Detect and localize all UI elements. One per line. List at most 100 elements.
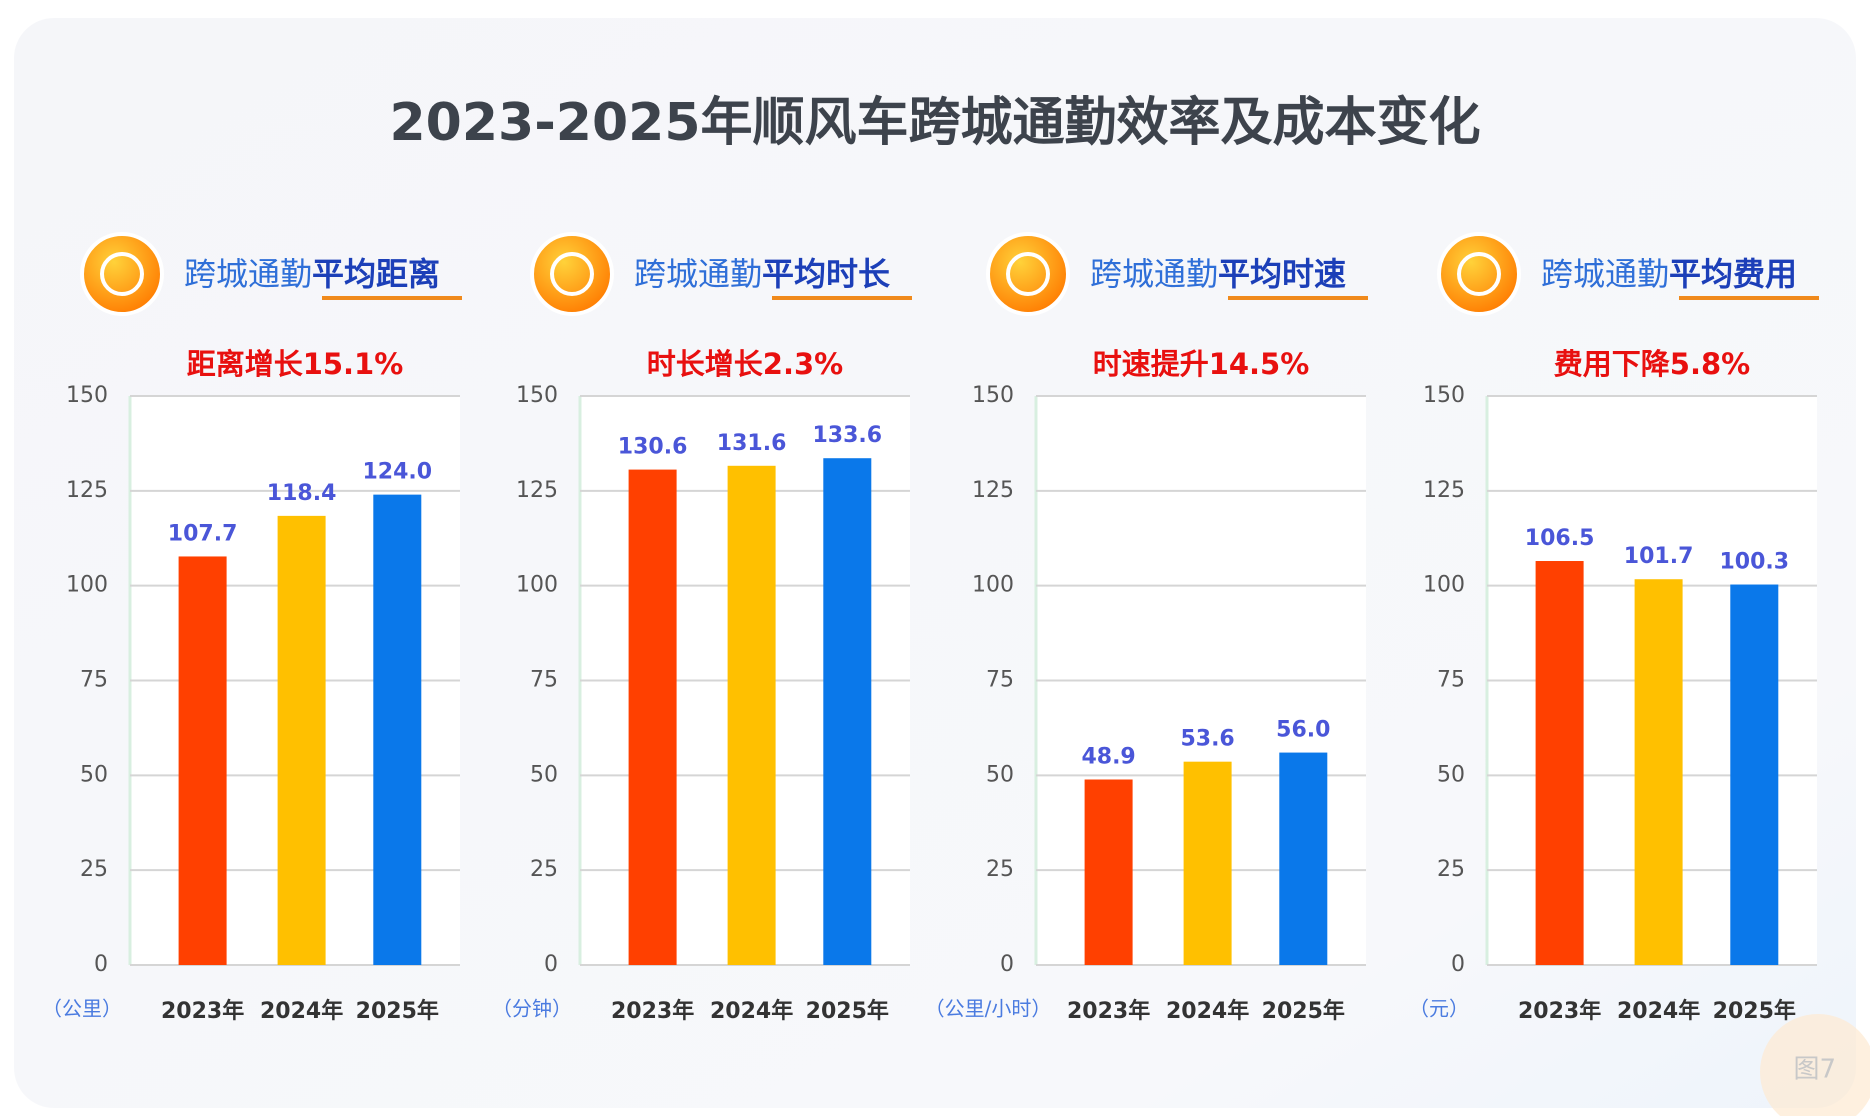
y-tick-label: 0 (94, 952, 108, 977)
x-tick-label: 2024年 (1617, 998, 1700, 1024)
value-label: 124.0 (363, 460, 433, 485)
x-tick-label: 2025年 (1713, 998, 1796, 1024)
panel-title-lead: 跨城通勤 (184, 255, 312, 293)
y-tick-label: 125 (516, 478, 558, 503)
x-tick-label: 2023年 (1518, 998, 1601, 1024)
panel-title-main: 平均费用 (1669, 255, 1797, 293)
y-tick-label: 0 (1451, 952, 1465, 977)
panel-title: 跨城通勤平均时速 (1090, 255, 1346, 293)
x-tick-label: 2024年 (260, 998, 343, 1024)
y-tick-label: 150 (1423, 383, 1465, 408)
bar (1634, 579, 1683, 965)
header-icon (986, 232, 1070, 316)
bar (1183, 761, 1232, 965)
x-tick-label: 2025年 (356, 998, 439, 1024)
panel-title-lead: 跨城通勤 (634, 255, 762, 293)
bar (373, 494, 422, 965)
y-tick-label: 100 (972, 573, 1014, 598)
y-tick-label: 125 (1423, 478, 1465, 503)
y-unit-label: （公里） (42, 997, 122, 1021)
header-icon-inner (1006, 252, 1050, 296)
bar (823, 458, 872, 965)
y-unit-label: （公里/小时） (925, 997, 1052, 1021)
bar (178, 556, 227, 965)
y-tick-label: 75 (1437, 668, 1465, 693)
header-icon-inner (550, 252, 594, 296)
header-icon (530, 232, 614, 316)
value-label: 53.6 (1180, 727, 1234, 752)
y-unit-label: （元） (1409, 997, 1469, 1021)
y-tick-label: 125 (972, 478, 1014, 503)
panel-title: 跨城通勤平均时长 (634, 255, 890, 293)
x-tick-label: 2025年 (806, 998, 889, 1024)
title-underline (322, 296, 462, 300)
value-label: 107.7 (168, 521, 238, 546)
annotation: 费用下降5.8% (1554, 347, 1750, 381)
y-tick-label: 50 (1437, 762, 1465, 787)
y-tick-label: 100 (1423, 573, 1465, 598)
value-label: 101.7 (1624, 544, 1694, 569)
y-tick-label: 50 (530, 762, 558, 787)
title-underline (1228, 296, 1368, 300)
annotation: 距离增长15.1% (187, 347, 404, 381)
x-tick-label: 2024年 (1166, 998, 1249, 1024)
y-tick-label: 150 (516, 383, 558, 408)
value-label: 131.6 (717, 431, 787, 456)
y-tick-label: 0 (1000, 952, 1014, 977)
bar (1535, 561, 1584, 965)
annotation: 时速提升14.5% (1093, 347, 1310, 381)
panel-title-main: 平均时速 (1218, 255, 1346, 293)
y-tick-label: 150 (66, 383, 108, 408)
card (14, 18, 1856, 1108)
value-label: 48.9 (1081, 745, 1135, 770)
y-tick-label: 75 (530, 668, 558, 693)
y-tick-label: 25 (1437, 857, 1465, 882)
value-label: 106.5 (1525, 526, 1595, 551)
y-tick-label: 0 (544, 952, 558, 977)
header-icon-inner (1457, 252, 1501, 296)
x-tick-label: 2023年 (1067, 998, 1150, 1024)
header-icon (1437, 232, 1521, 316)
bar (1279, 752, 1328, 965)
panel-title-main: 平均时长 (762, 255, 890, 293)
y-tick-label: 25 (530, 857, 558, 882)
value-label: 118.4 (267, 481, 337, 506)
y-unit-label: （分钟） (492, 997, 572, 1021)
panel-title: 跨城通勤平均费用 (1541, 255, 1797, 293)
bar (1730, 584, 1779, 965)
title-underline (772, 296, 912, 300)
y-tick-label: 50 (986, 762, 1014, 787)
header-icon (80, 232, 164, 316)
y-tick-label: 50 (80, 762, 108, 787)
value-label: 133.6 (813, 423, 883, 448)
y-tick-label: 100 (516, 573, 558, 598)
annotation: 时长增长2.3% (647, 347, 843, 381)
value-label: 130.6 (618, 435, 688, 460)
panel-title-main: 平均距离 (312, 255, 440, 293)
x-tick-label: 2025年 (1262, 998, 1345, 1024)
y-tick-label: 25 (80, 857, 108, 882)
y-tick-label: 75 (986, 668, 1014, 693)
value-label: 56.0 (1276, 718, 1330, 743)
bar (727, 465, 776, 965)
y-tick-label: 150 (972, 383, 1014, 408)
x-tick-label: 2023年 (161, 998, 244, 1024)
y-tick-label: 25 (986, 857, 1014, 882)
bar (277, 515, 326, 965)
x-tick-label: 2024年 (710, 998, 793, 1024)
y-tick-label: 100 (66, 573, 108, 598)
corner-deco (1760, 1014, 1870, 1116)
figure-label: 图7 (1793, 1055, 1836, 1085)
panel-title-lead: 跨城通勤 (1541, 255, 1669, 293)
value-label: 100.3 (1720, 550, 1790, 575)
header-icon-inner (100, 252, 144, 296)
y-tick-label: 75 (80, 668, 108, 693)
bar (1084, 779, 1133, 965)
panel-title-lead: 跨城通勤 (1090, 255, 1218, 293)
x-tick-label: 2023年 (611, 998, 694, 1024)
panel-title: 跨城通勤平均距离 (184, 255, 440, 293)
title-underline (1679, 296, 1819, 300)
bar (628, 469, 677, 965)
y-tick-label: 125 (66, 478, 108, 503)
